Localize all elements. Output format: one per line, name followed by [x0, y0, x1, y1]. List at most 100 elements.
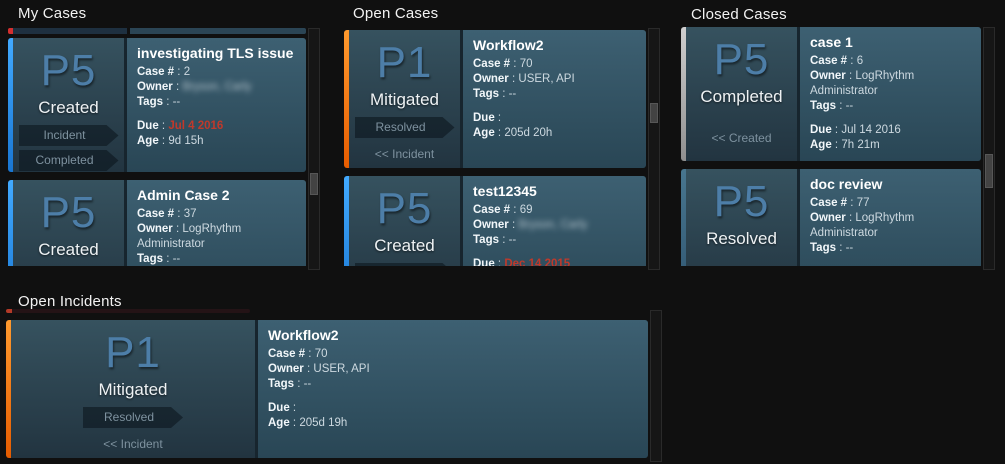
owner-line: Owner : USER, API: [473, 73, 575, 85]
closed-cases-scroll-area: P5 Completed << Created case 1 Case # : …: [681, 27, 981, 266]
priority-label: P5: [713, 35, 770, 84]
priority-stripe: [6, 320, 11, 458]
tags-line: Tags : --: [268, 378, 312, 390]
priority-panel: P1 Mitigated Resolved << Incident: [11, 320, 255, 458]
case-number-line: Case # : 70: [473, 58, 533, 70]
section-title-my-cases: My Cases: [18, 5, 87, 22]
priority-panel: P5 Created Incident: [13, 180, 124, 266]
open-incidents-scroll-area: P1 Mitigated Resolved << Incident Workfl…: [6, 309, 648, 464]
case-details: test12345 Case # : 69 Owner : Bryson, Ca…: [463, 176, 646, 266]
action-button-resolved[interactable]: Resolved: [355, 117, 455, 138]
status-label: Created: [38, 240, 99, 259]
priority-stripe: [8, 38, 13, 172]
case-title: doc review: [810, 176, 883, 192]
open-cases-scroll-area: P1 Mitigated Resolved << Incident Workfl…: [344, 30, 646, 266]
age-line: Age : 205d 20h: [473, 127, 553, 139]
case-title: test12345: [473, 183, 537, 199]
priority-stripe: [8, 180, 13, 266]
priority-panel: P1 Mitigated Resolved << Incident: [349, 30, 460, 168]
action-button-incident[interactable]: Incident: [19, 125, 119, 146]
my-cases-scroll-area: P5 Created Incident Completed investigat…: [8, 28, 306, 266]
owner-line: Owner : LogRhythm Administrator: [137, 223, 242, 250]
priority-label: P5: [376, 184, 433, 233]
due-line: Due : Jul 14 2016: [810, 124, 901, 136]
partial-card-sliver[interactable]: [6, 309, 250, 313]
case-card[interactable]: P5 Created Incident test12345 Case # : 6…: [344, 176, 646, 266]
case-details: [130, 28, 306, 34]
priority-panel: P5 Resolved: [686, 169, 797, 266]
case-number-line: Case # : 69: [473, 204, 533, 216]
open-cases-scrollbar[interactable]: [648, 28, 660, 270]
owner-line: Owner : USER, API: [268, 363, 370, 375]
case-card[interactable]: P1 Mitigated Resolved << Incident Workfl…: [344, 30, 646, 168]
tags-line: Tags : --: [473, 88, 517, 100]
case-number-line: Case # : 2: [137, 66, 191, 78]
case-number-line: Case # : 6: [810, 55, 864, 67]
owner-line: Owner : LogRhythm Administrator: [810, 70, 915, 97]
owner-line: Owner : Bryson, Carly: [473, 219, 588, 231]
section-title-open-incidents: Open Incidents: [18, 293, 122, 310]
case-details: case 1 Case # : 6 Owner : LogRhythm Admi…: [800, 27, 981, 161]
case-details: doc review Case # : 77 Owner : LogRhythm…: [800, 169, 981, 266]
case-card[interactable]: P5 Created Incident Completed investigat…: [8, 38, 306, 172]
open-incidents-scrollbar[interactable]: [650, 310, 662, 462]
case-number-line: Case # : 37: [137, 208, 197, 220]
scrollbar-thumb[interactable]: [310, 173, 318, 195]
due-line: Due :: [473, 112, 502, 124]
priority-panel: [12, 309, 250, 313]
scrollbar-thumb[interactable]: [650, 103, 658, 123]
my-cases-scrollbar[interactable]: [308, 28, 320, 270]
back-to-incident-link[interactable]: << Incident: [374, 147, 435, 161]
status-label: Mitigated: [98, 380, 168, 399]
owner-line: Owner : LogRhythm Administrator: [810, 212, 915, 239]
case-card[interactable]: P5 Resolved doc review Case # : 77 Owner…: [681, 169, 981, 266]
case-number-line: Case # : 77: [810, 197, 870, 209]
action-button-resolved[interactable]: Resolved: [83, 407, 183, 428]
age-line: Age : 7h 21m: [810, 139, 880, 151]
priority-panel: P5 Created Incident: [349, 176, 460, 266]
priority-stripe: [681, 169, 686, 266]
tags-line: Tags : --: [473, 234, 517, 246]
tags-line: Tags : --: [810, 242, 854, 254]
priority-stripe: [681, 27, 686, 161]
due-line: Due : Jul 4 2016: [137, 120, 224, 132]
back-to-incident-link[interactable]: << Incident: [103, 437, 163, 451]
case-title: case 1: [810, 34, 853, 50]
priority-stripe: [344, 30, 349, 168]
case-title: Admin Case 2: [137, 187, 230, 203]
case-details: Admin Case 2 Case # : 37 Owner : LogRhyt…: [127, 180, 306, 266]
case-number-line: Case # : 70: [268, 348, 328, 360]
case-details: Workflow2 Case # : 70 Owner : USER, API …: [463, 30, 646, 168]
action-button-completed[interactable]: Completed: [19, 150, 119, 171]
redacted-owner-name: Bryson, Carly: [182, 81, 252, 93]
scrollbar-thumb[interactable]: [985, 154, 993, 188]
status-label: Mitigated: [370, 90, 439, 109]
action-button-incident[interactable]: Incident: [355, 263, 455, 266]
age-line: Age : 205d 19h: [268, 417, 348, 429]
status-label: Created: [38, 98, 99, 117]
tags-line: Tags : --: [810, 100, 854, 112]
priority-label: P5: [713, 177, 770, 226]
section-title-open-cases: Open Cases: [353, 5, 439, 22]
status-label: Created: [374, 236, 435, 255]
incident-card[interactable]: P1 Mitigated Resolved << Incident Workfl…: [6, 320, 648, 458]
closed-cases-scrollbar[interactable]: [983, 27, 995, 270]
case-title: Workflow2: [473, 37, 544, 53]
priority-label: P5: [40, 188, 97, 237]
priority-stripe: [8, 28, 13, 34]
case-card[interactable]: P5 Created Incident Admin Case 2 Case # …: [8, 180, 306, 266]
priority-panel: P5 Created Incident Completed: [13, 38, 124, 172]
back-to-created-link[interactable]: << Created: [711, 131, 772, 145]
priority-panel: [13, 28, 127, 34]
status-label: Resolved: [706, 229, 777, 248]
case-title: investigating TLS issue: [137, 45, 294, 61]
section-title-closed-cases: Closed Cases: [691, 6, 787, 23]
partial-card-sliver[interactable]: [8, 28, 306, 34]
tags-line: Tags : --: [137, 96, 181, 108]
case-details: Workflow2 Case # : 70 Owner : USER, API …: [258, 320, 648, 458]
case-card[interactable]: P5 Completed << Created case 1 Case # : …: [681, 27, 981, 161]
age-line: Age : 9d 15h: [137, 135, 204, 147]
priority-label: P1: [105, 328, 161, 377]
case-title: Workflow2: [268, 327, 339, 343]
